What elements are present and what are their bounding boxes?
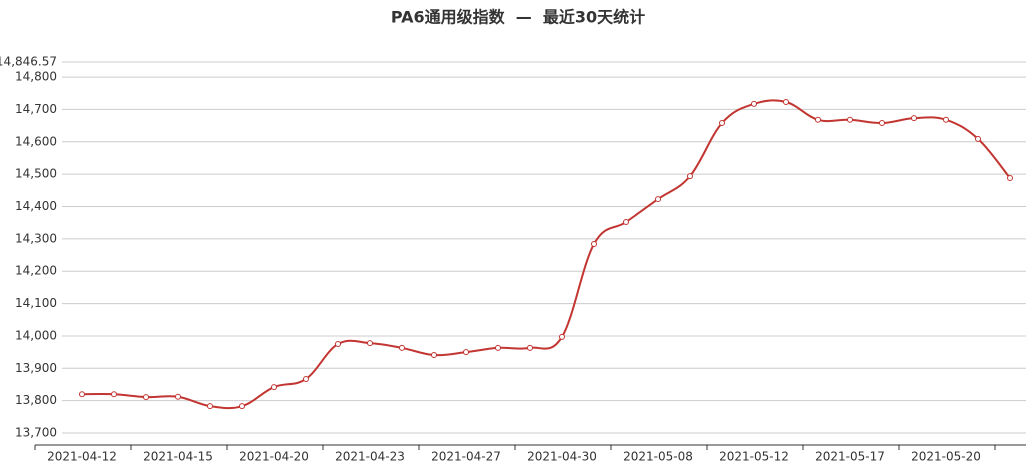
point [879, 120, 885, 127]
x-tick-label: 2021-05-20 [911, 450, 981, 464]
point [623, 219, 629, 226]
point [239, 403, 245, 410]
y-tick-label: 14,400 [15, 199, 57, 213]
y-tick-label: 14,000 [15, 328, 57, 342]
point [207, 403, 213, 410]
x-tick-label: 2021-04-12 [47, 450, 117, 464]
point [847, 116, 853, 123]
x-tick-label: 2021-04-30 [527, 450, 597, 464]
point [335, 341, 341, 348]
y-tick-label: 13,900 [15, 361, 57, 375]
point [111, 391, 117, 398]
point [655, 196, 661, 203]
y-tick-label: 14,300 [15, 231, 57, 245]
point [943, 116, 949, 123]
x-tick-label: 2021-05-08 [623, 450, 693, 464]
point [431, 352, 437, 359]
y-tick-label: 14,500 [15, 167, 57, 181]
x-tick-label: 2021-04-23 [335, 450, 405, 464]
point [367, 340, 373, 347]
point [815, 116, 821, 123]
y-tick-label: 14,700 [15, 102, 57, 116]
y-tick-label: 14,100 [15, 296, 57, 310]
point [975, 135, 981, 142]
line [81, 99, 1011, 410]
x-tick-label: 2021-05-17 [815, 450, 885, 464]
point [783, 98, 789, 105]
point [271, 384, 277, 391]
point [911, 115, 917, 122]
x-tick-label: 2021-04-15 [143, 450, 213, 464]
point [719, 120, 725, 127]
chart-title: PA6通用级指数 — 最近30天统计 [391, 8, 645, 27]
y-tick-label: 13,700 [15, 426, 57, 440]
y-tick-label: 13,800 [15, 393, 57, 407]
point [559, 333, 565, 340]
point [751, 100, 757, 107]
point [687, 173, 693, 180]
x-tick-label: 2021-04-20 [239, 450, 309, 464]
point [399, 344, 405, 351]
x-tick-label: 2021-04-27 [431, 450, 501, 464]
y-tick-label: 14,200 [15, 264, 57, 278]
point [175, 393, 181, 400]
y-tick-label: 14,800 [15, 70, 57, 84]
point [591, 241, 597, 248]
y-tick-label: 14,600 [15, 134, 57, 148]
point [1007, 175, 1013, 182]
y-tick-label: 14,846.57 [0, 55, 57, 69]
point [303, 375, 309, 382]
point [143, 394, 149, 401]
point [79, 391, 85, 398]
point [495, 344, 501, 351]
point [527, 344, 533, 351]
point [463, 349, 469, 356]
x-tick-label: 2021-05-12 [719, 450, 789, 464]
